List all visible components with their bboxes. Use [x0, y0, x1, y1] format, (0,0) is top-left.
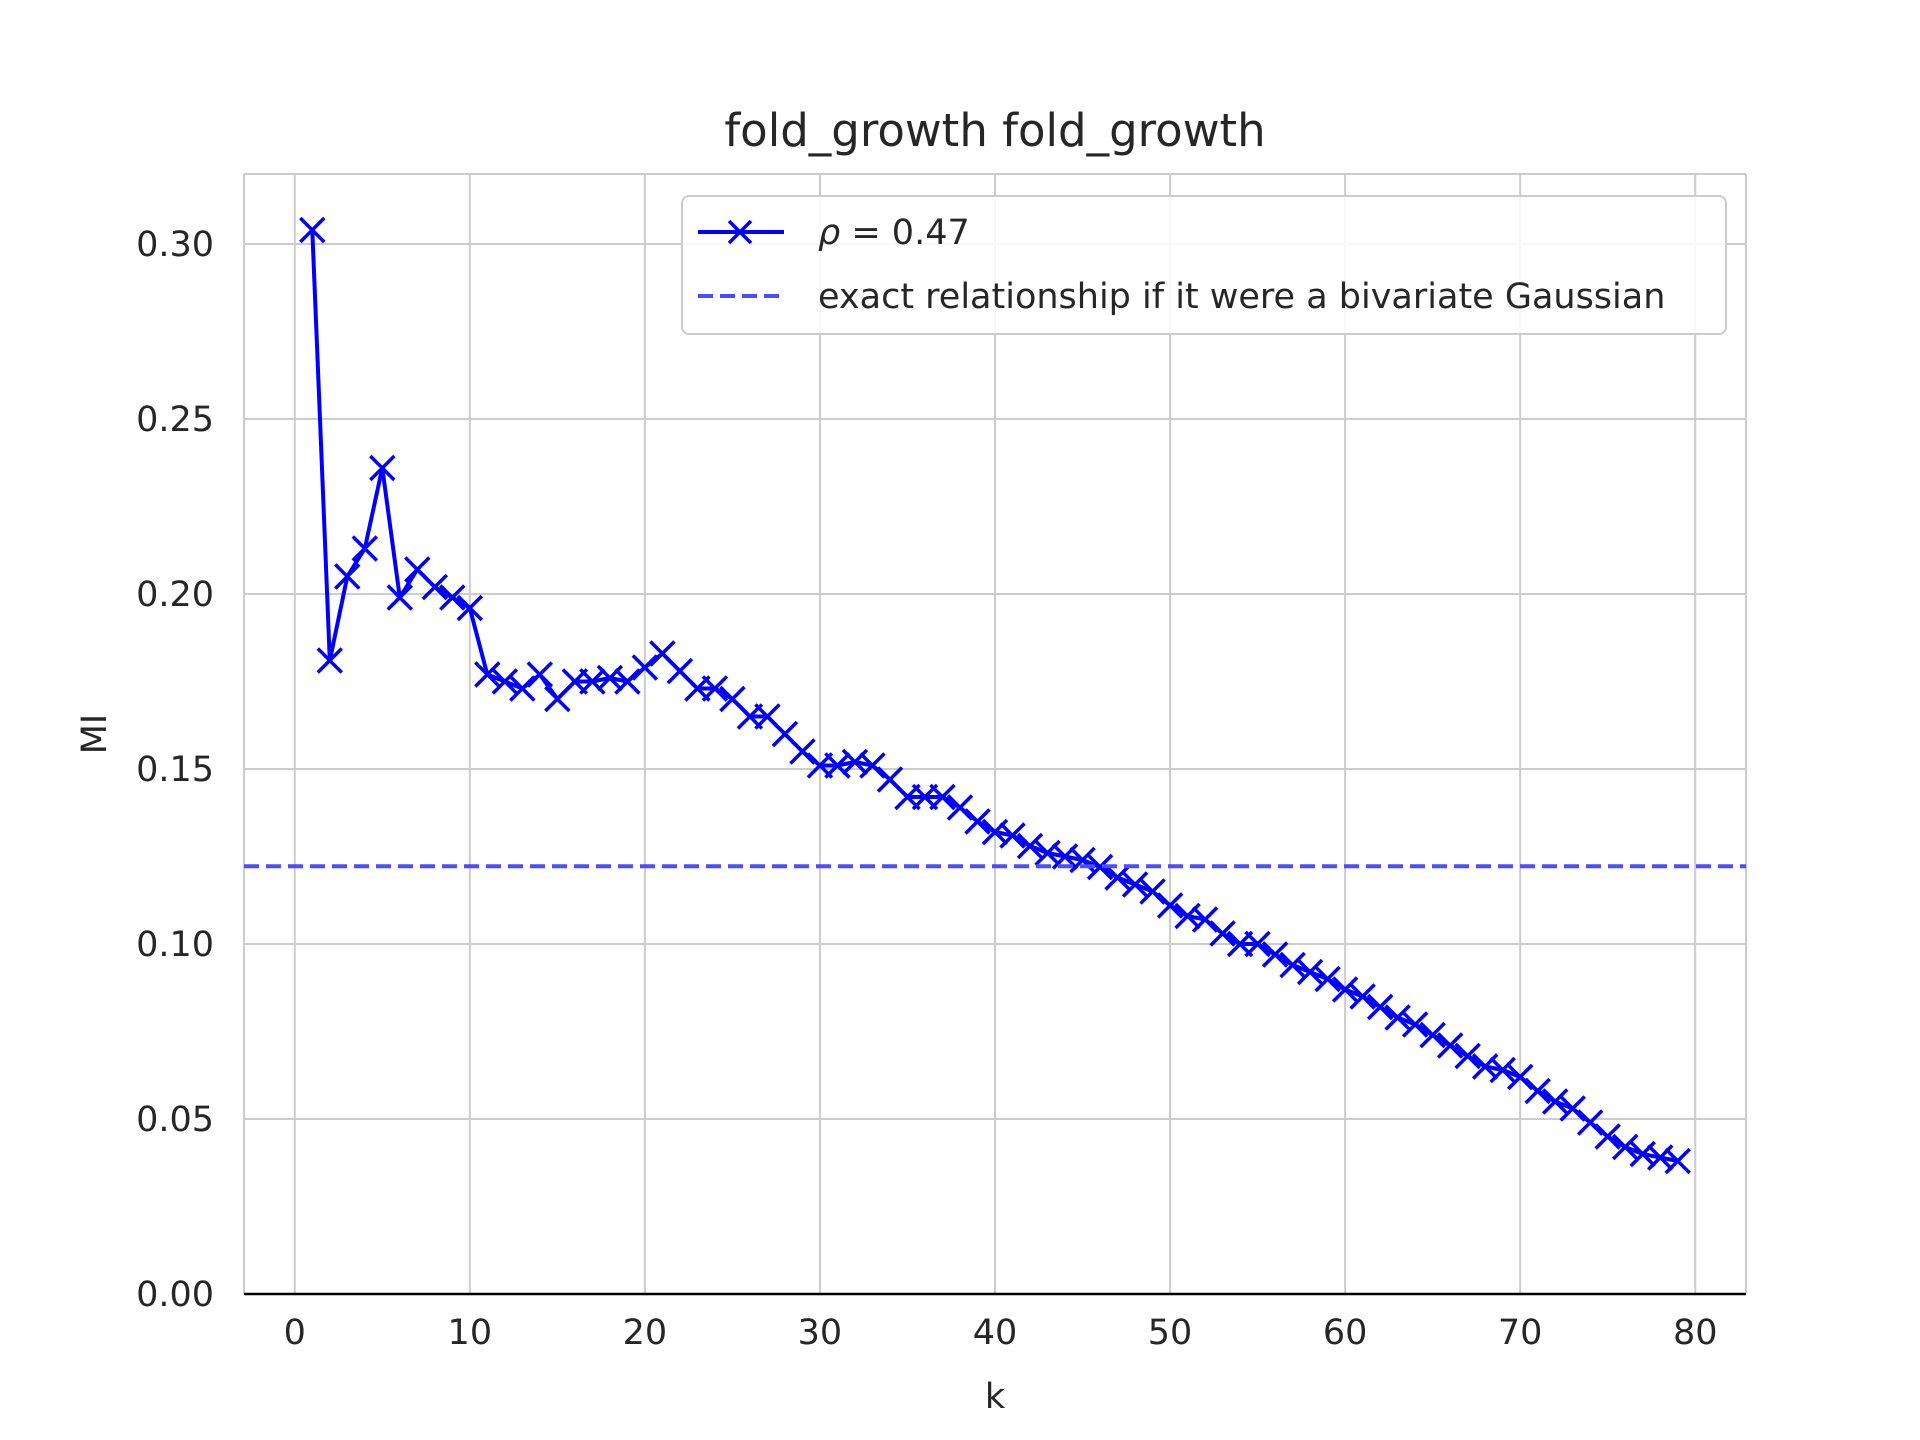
x-tick-label: 10	[448, 1313, 493, 1353]
x-tick-label: 80	[1673, 1313, 1718, 1353]
data-point-marker	[1086, 853, 1114, 881]
x-axis-title: k	[985, 1377, 1006, 1417]
legend-label-rho: ρ	[818, 213, 840, 253]
data-point-marker	[1664, 1147, 1691, 1175]
data-point-marker	[351, 535, 379, 562]
data-point-marker	[1244, 930, 1271, 958]
data-point-marker	[491, 668, 519, 695]
legend: ρ = 0.47 exact relationship if it were a…	[681, 195, 1727, 335]
x-tick-label: 70	[1498, 1313, 1543, 1353]
data-point-marker	[1121, 871, 1149, 898]
data-point-marker	[316, 647, 344, 674]
data-point-marker	[1541, 1088, 1569, 1115]
data-point-marker	[1104, 864, 1131, 891]
x-gridlines	[293, 174, 1697, 1294]
data-point-marker	[1489, 1056, 1516, 1084]
data-point-marker	[334, 563, 361, 590]
legend-swatch-marker	[727, 219, 753, 245]
y-tick-labels: 0.00 0.05 0.10 0.15 0.20 0.25 0.30	[136, 225, 214, 1315]
data-point-marker	[1419, 1021, 1446, 1049]
data-point-marker	[1261, 941, 1289, 968]
data-point-marker	[859, 752, 886, 779]
x-tick-label: 40	[973, 1313, 1018, 1353]
data-point-marker	[1209, 920, 1236, 947]
data-point-marker	[474, 661, 501, 688]
data-point-marker	[1156, 892, 1184, 919]
data-point-marker	[964, 808, 991, 835]
data-point-marker	[1279, 951, 1306, 979]
data-point-marker	[509, 675, 536, 702]
data-point-marker	[1594, 1123, 1621, 1150]
data-point-marker	[299, 216, 326, 244]
legend-entry-series: ρ = 0.47	[698, 213, 970, 253]
data-point-marker	[1349, 983, 1376, 1010]
data-point-marker	[999, 822, 1026, 849]
data-point-marker	[456, 594, 484, 622]
data-point-marker	[1401, 1011, 1429, 1038]
data-point-marker	[1384, 1004, 1411, 1031]
x-tick-label: 50	[1148, 1313, 1193, 1353]
data-point-marker	[1366, 993, 1394, 1021]
data-point-marker	[929, 783, 956, 811]
data-point-marker	[1191, 906, 1219, 933]
y-tick-label: 0.20	[136, 575, 214, 615]
y-tick-label: 0.30	[136, 225, 214, 265]
data-point-marker	[1314, 965, 1341, 993]
x-tick-label: 60	[1323, 1313, 1368, 1353]
data-point-marker	[526, 661, 554, 688]
data-point-marker	[789, 738, 816, 765]
data-point-marker	[701, 675, 729, 702]
data-point-marker	[369, 454, 396, 482]
legend-box	[681, 195, 1727, 335]
y-tick-label: 0.15	[136, 750, 214, 790]
legend-entry-gaussian: exact relationship if it were a bivariat…	[698, 277, 1665, 317]
data-point-marker	[1559, 1095, 1586, 1122]
series-layer	[244, 216, 1746, 1175]
data-point-marker	[1331, 976, 1359, 1003]
data-point-marker	[439, 584, 466, 611]
data-point-marker	[1454, 1042, 1481, 1070]
data-point-marker	[1524, 1077, 1551, 1105]
x-tick-label: 30	[798, 1313, 843, 1353]
axes-frame	[243, 173, 1747, 1296]
x-tick-labels: 0 10 20 30 40 50 60 70 80	[284, 1313, 1718, 1353]
x-tick-label: 20	[623, 1313, 668, 1353]
data-point-marker	[1436, 1032, 1464, 1059]
data-point-marker	[1296, 958, 1324, 986]
x-tick-label: 0	[284, 1313, 306, 1353]
y-tick-label: 0.10	[136, 925, 214, 965]
legend-label-gaussian: exact relationship if it were a bivariat…	[818, 277, 1665, 317]
legend-label-value: = 0.47	[840, 213, 970, 253]
data-point-marker	[1016, 832, 1044, 860]
legend-label-series: ρ = 0.47	[818, 213, 970, 253]
data-point-marker	[1139, 878, 1166, 905]
data-point-marker	[946, 794, 974, 821]
data-point-marker	[1506, 1063, 1534, 1091]
y-tick-label: 0.05	[136, 1100, 214, 1140]
data-point-marker	[631, 654, 659, 681]
y-tick-label: 0.00	[136, 1275, 214, 1315]
y-tick-label: 0.25	[136, 400, 214, 440]
data-point-marker	[421, 573, 449, 601]
data-point-marker	[1576, 1109, 1604, 1136]
data-point-marker	[614, 668, 641, 695]
data-point-marker	[386, 584, 414, 611]
data-point-marker	[1611, 1133, 1639, 1161]
y-axis-title: MI	[75, 714, 115, 755]
chart-title: fold_growth fold_growth	[724, 104, 1265, 157]
